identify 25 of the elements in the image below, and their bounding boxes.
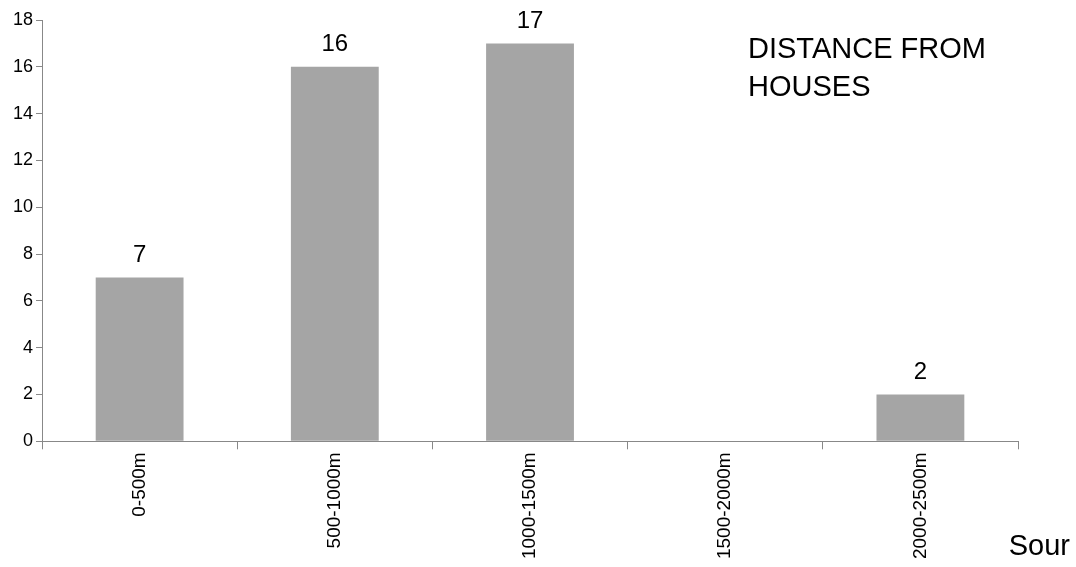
y-tick-label: 12 [12, 149, 34, 170]
x-tick-label: 500-1000m [323, 452, 345, 549]
bar [486, 43, 574, 441]
y-tick-label: 0 [23, 430, 34, 451]
y-tick-label: 18 [12, 8, 34, 29]
data-label: 7 [132, 240, 147, 268]
bar [290, 66, 379, 441]
y-tick-label: 10 [12, 196, 34, 217]
bar [95, 277, 184, 441]
text: DISTANCE FROM HOUSES [748, 32, 986, 102]
text: Sour [1008, 529, 1071, 561]
bar [876, 394, 965, 441]
y-tick-label: 2 [23, 383, 34, 404]
y-tick-label: 14 [12, 102, 34, 123]
y-tick-label: 6 [23, 289, 34, 310]
x-tick-label: 2000-2500m [908, 452, 930, 560]
y-tick-label: 8 [23, 243, 34, 264]
data-label: 17 [516, 6, 544, 34]
y-tick-label: 4 [23, 336, 34, 357]
x-tick-label: 1500-2000m [713, 452, 735, 560]
data-label: 2 [913, 357, 928, 385]
y-tick-label: 16 [12, 55, 34, 76]
x-tick-label: 1000-1500m [518, 452, 540, 560]
data-label: 16 [321, 29, 349, 57]
x-tick-label: 0-500m [127, 452, 149, 517]
